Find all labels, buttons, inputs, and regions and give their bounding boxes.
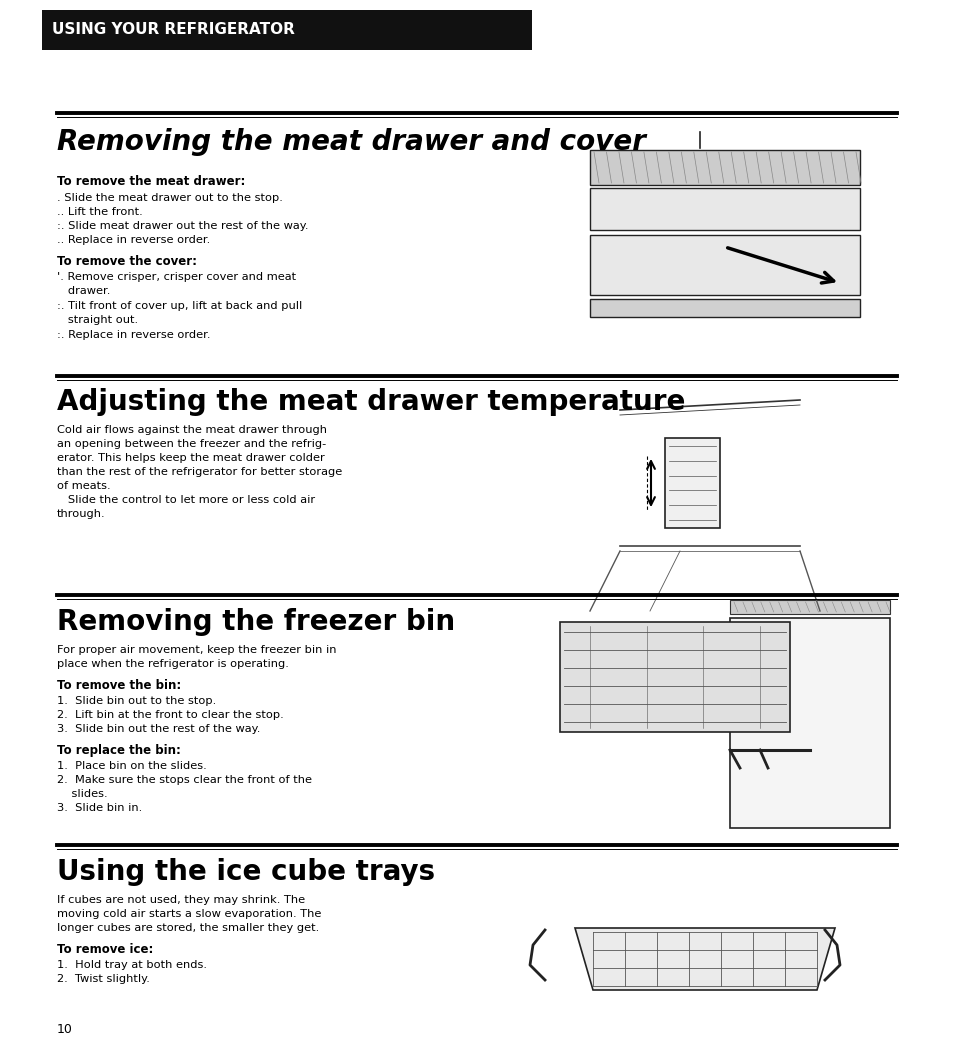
Bar xyxy=(589,299,859,317)
Text: . Slide the meat drawer out to the stop.: . Slide the meat drawer out to the stop. xyxy=(57,193,283,203)
Text: :. Slide meat drawer out the rest of the way.: :. Slide meat drawer out the rest of the… xyxy=(57,221,308,231)
Text: To remove ice:: To remove ice: xyxy=(57,943,153,955)
Text: Slide the control to let more or less cold air: Slide the control to let more or less co… xyxy=(57,495,314,505)
Text: Removing the meat drawer and cover: Removing the meat drawer and cover xyxy=(57,128,645,156)
Text: .. Replace in reverse order.: .. Replace in reverse order. xyxy=(57,235,210,245)
Text: 2.  Twist slightly.: 2. Twist slightly. xyxy=(57,974,150,984)
Text: 1.  Place bin on the slides.: 1. Place bin on the slides. xyxy=(57,761,207,771)
Text: To remove the meat drawer:: To remove the meat drawer: xyxy=(57,174,245,188)
Text: 10: 10 xyxy=(57,1023,72,1036)
Text: drawer.: drawer. xyxy=(57,286,111,296)
Bar xyxy=(559,622,789,732)
Text: through.: through. xyxy=(57,509,106,519)
Text: Removing the freezer bin: Removing the freezer bin xyxy=(57,608,455,636)
Text: straight out.: straight out. xyxy=(57,315,138,325)
Text: moving cold air starts a slow evaporation. The: moving cold air starts a slow evaporatio… xyxy=(57,909,321,919)
Text: For proper air movement, keep the freezer bin in: For proper air movement, keep the freeze… xyxy=(57,645,336,655)
Text: '. Remove crisper, crisper cover and meat: '. Remove crisper, crisper cover and mea… xyxy=(57,272,295,282)
Text: 3.  Slide bin in.: 3. Slide bin in. xyxy=(57,803,142,813)
Text: slides.: slides. xyxy=(57,789,108,799)
Text: .. Lift the front.: .. Lift the front. xyxy=(57,207,143,217)
Text: 2.  Make sure the stops clear the front of the: 2. Make sure the stops clear the front o… xyxy=(57,775,312,785)
Text: :. Replace in reverse order.: :. Replace in reverse order. xyxy=(57,330,211,340)
Text: an opening between the freezer and the refrig-: an opening between the freezer and the r… xyxy=(57,439,326,449)
Bar xyxy=(729,600,889,614)
Bar xyxy=(589,188,859,230)
Bar xyxy=(729,618,889,828)
Polygon shape xyxy=(575,928,834,990)
Text: Cold air flows against the meat drawer through: Cold air flows against the meat drawer t… xyxy=(57,425,327,435)
Text: of meats.: of meats. xyxy=(57,481,111,491)
Text: than the rest of the refrigerator for better storage: than the rest of the refrigerator for be… xyxy=(57,467,342,477)
Text: Using the ice cube trays: Using the ice cube trays xyxy=(57,858,435,886)
Text: :. Tilt front of cover up, lift at back and pull: :. Tilt front of cover up, lift at back … xyxy=(57,301,302,311)
Bar xyxy=(664,438,720,528)
Text: If cubes are not used, they may shrink. The: If cubes are not used, they may shrink. … xyxy=(57,895,305,905)
Text: Adjusting the meat drawer temperature: Adjusting the meat drawer temperature xyxy=(57,388,684,416)
Text: erator. This helps keep the meat drawer colder: erator. This helps keep the meat drawer … xyxy=(57,453,324,463)
Text: 2.  Lift bin at the front to clear the stop.: 2. Lift bin at the front to clear the st… xyxy=(57,710,283,720)
Text: longer cubes are stored, the smaller they get.: longer cubes are stored, the smaller the… xyxy=(57,922,319,933)
Text: To remove the cover:: To remove the cover: xyxy=(57,255,196,268)
Text: 3.  Slide bin out the rest of the way.: 3. Slide bin out the rest of the way. xyxy=(57,724,260,734)
Bar xyxy=(589,235,859,295)
Text: To replace the bin:: To replace the bin: xyxy=(57,744,181,757)
Text: 1.  Slide bin out to the stop.: 1. Slide bin out to the stop. xyxy=(57,696,216,706)
Text: USING YOUR REFRIGERATOR: USING YOUR REFRIGERATOR xyxy=(52,22,294,37)
Text: To remove the bin:: To remove the bin: xyxy=(57,679,181,692)
Bar xyxy=(589,150,859,185)
Text: 1.  Hold tray at both ends.: 1. Hold tray at both ends. xyxy=(57,960,207,970)
Text: place when the refrigerator is operating.: place when the refrigerator is operating… xyxy=(57,659,289,669)
Bar xyxy=(42,10,532,50)
